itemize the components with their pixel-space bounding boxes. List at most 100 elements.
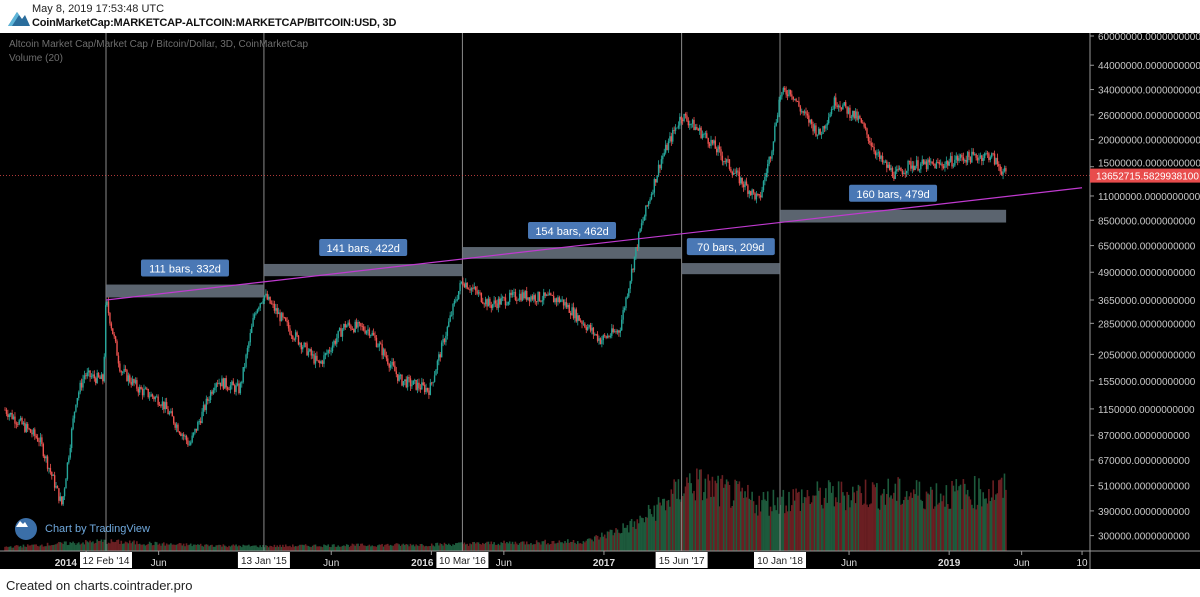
volume-bar — [873, 484, 875, 551]
volume-bar — [474, 543, 477, 551]
candle-body — [934, 163, 936, 169]
volume-bar — [517, 544, 520, 551]
volume-bar — [798, 491, 800, 551]
candle-body — [996, 158, 999, 165]
volume-bar — [99, 540, 101, 551]
volume-bar — [575, 544, 578, 551]
volume-bar — [897, 477, 899, 551]
tradingview-branding[interactable]: Chart by TradingView — [15, 518, 150, 540]
volume-bar — [313, 544, 315, 551]
volume-bar — [986, 503, 989, 551]
volume-bar — [311, 545, 314, 551]
candle-body — [309, 349, 311, 352]
candle-body — [725, 159, 728, 163]
volume-bar — [948, 508, 950, 551]
volume-bar — [68, 544, 70, 551]
volume-bar — [15, 545, 18, 551]
candle-body — [209, 391, 212, 400]
volume-bar — [48, 545, 50, 551]
volume-bar — [863, 503, 865, 551]
volume-bar — [703, 492, 705, 551]
candle-body — [533, 295, 535, 300]
volume-bar — [396, 543, 399, 551]
volume-bar — [116, 540, 118, 551]
volume-bar — [304, 544, 307, 551]
volume-bar — [432, 545, 434, 551]
candle-body — [401, 375, 403, 386]
candle-body — [479, 292, 481, 294]
volume-bar — [170, 543, 172, 551]
volume-bar — [842, 492, 844, 551]
candle-body — [788, 89, 790, 97]
volume-bar — [854, 503, 857, 551]
price-chart[interactable]: 111 bars, 332d 141 bars, 422d 154 bars, 46… — [0, 0, 1200, 569]
candle-body — [808, 115, 810, 123]
candle-body — [896, 169, 898, 172]
volume-bar — [971, 504, 973, 551]
candle-body — [326, 353, 328, 354]
candle-body — [160, 405, 162, 407]
volume-bar — [557, 542, 559, 551]
volume-bar — [59, 542, 62, 551]
candle-body — [331, 345, 334, 352]
candle-body — [646, 205, 648, 207]
candle-body — [182, 434, 185, 437]
volume-bar — [999, 479, 1002, 551]
candle-body — [175, 424, 178, 428]
volume-bar — [171, 544, 174, 551]
candle-body — [900, 167, 902, 172]
volume-bar — [895, 500, 898, 551]
candle-body — [670, 136, 673, 142]
volume-bar — [69, 542, 72, 551]
volume-bar — [812, 495, 814, 551]
volume-bar — [63, 541, 66, 551]
volume-bar — [187, 545, 189, 551]
candle-body — [776, 115, 779, 123]
volume-bar — [955, 479, 958, 551]
volume-bar — [618, 532, 620, 551]
volume-bar — [167, 544, 169, 551]
candle-body — [214, 387, 216, 391]
candle-body — [703, 134, 705, 135]
volume-bar — [589, 538, 592, 551]
y-tick-label: 4900000.0000000000 — [1098, 268, 1196, 279]
candle-body — [302, 346, 304, 350]
candle-body — [921, 159, 923, 164]
candle-body — [199, 421, 202, 423]
volume-bar — [248, 544, 250, 551]
volume-bar — [433, 546, 436, 551]
candle-body — [85, 375, 87, 377]
volume-bar — [931, 489, 933, 551]
candle-body — [874, 151, 877, 156]
candle-body — [12, 416, 15, 419]
volume-bar — [216, 545, 219, 551]
volume-bar — [741, 487, 744, 551]
volume-bar — [418, 546, 420, 551]
candle-body — [99, 376, 101, 379]
volume-bar — [103, 539, 106, 551]
volume-bar — [752, 501, 755, 551]
volume-bar — [386, 543, 389, 551]
candle-body — [68, 457, 70, 463]
candle-body — [133, 379, 135, 383]
volume-bar — [757, 515, 759, 551]
trendline — [105, 187, 1083, 301]
volume-bar — [799, 510, 802, 551]
candle-body — [734, 173, 736, 174]
candle-body — [190, 442, 192, 445]
volume-bar — [412, 544, 415, 551]
volume-bar — [277, 546, 280, 551]
candle-body — [224, 378, 226, 389]
volume-bar — [357, 543, 359, 551]
candle-body — [605, 336, 607, 338]
candle-body — [509, 292, 511, 302]
volume-bar — [513, 544, 515, 551]
volume-bar — [538, 542, 541, 551]
candle-body — [158, 404, 161, 406]
volume-bar — [158, 543, 161, 551]
volume-bar — [130, 543, 133, 551]
candle-body — [476, 290, 478, 294]
volume-bar — [229, 546, 232, 551]
volume-bar — [579, 543, 582, 551]
candle-body — [541, 300, 544, 302]
